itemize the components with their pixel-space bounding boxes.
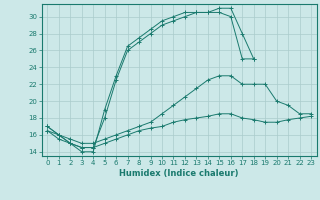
X-axis label: Humidex (Indice chaleur): Humidex (Indice chaleur) [119, 169, 239, 178]
